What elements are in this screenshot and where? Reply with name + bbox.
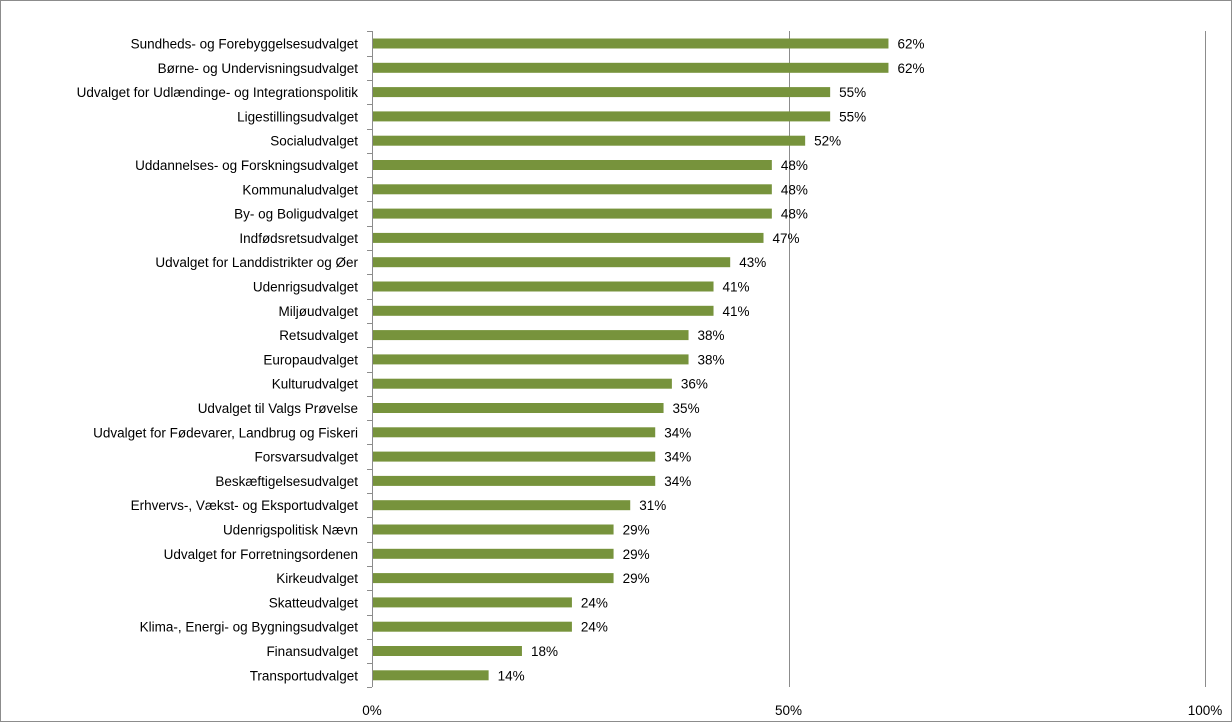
- bar: [372, 378, 672, 389]
- bar: [372, 160, 772, 170]
- data-label: 34%: [664, 450, 691, 465]
- bar: [372, 451, 656, 462]
- x-tick-label: 0%: [362, 703, 382, 718]
- category-label: Beskæftigelsesudvalget: [215, 474, 358, 489]
- data-label: 41%: [723, 280, 750, 295]
- data-label: 55%: [839, 109, 866, 124]
- bar: [372, 670, 489, 681]
- category-label: Udvalget for Forretningsordenen: [164, 547, 358, 562]
- bar: [372, 354, 689, 365]
- data-label: 24%: [581, 595, 608, 610]
- bars: [372, 38, 889, 681]
- bar: [372, 573, 614, 584]
- data-label: 18%: [531, 644, 558, 659]
- category-label: Indfødsretsudvalget: [239, 231, 358, 246]
- category-label: Europaudvalget: [263, 352, 358, 367]
- bar: [372, 62, 889, 73]
- data-label: 14%: [498, 668, 525, 683]
- bar: [372, 184, 772, 195]
- data-label: 62%: [897, 37, 924, 52]
- data-label: 29%: [623, 571, 650, 586]
- category-label: Erhvervs-, Vækst- og Eksportudvalget: [131, 498, 359, 513]
- category-label: Kulturudvalget: [272, 377, 359, 392]
- data-label: 41%: [723, 304, 750, 319]
- data-label: 34%: [664, 474, 691, 489]
- category-label: Ligestillingsudvalget: [237, 109, 358, 124]
- data-label: 48%: [781, 207, 808, 222]
- axes: [367, 31, 373, 688]
- data-label: 48%: [781, 158, 808, 173]
- bar: [372, 87, 831, 98]
- category-label: Miljøudvalget: [278, 304, 358, 319]
- category-label: Skatteudvalget: [269, 595, 359, 610]
- category-label: Udenrigsudvalget: [253, 280, 358, 295]
- category-label: Sundheds- og Forebyggelsesudvalget: [131, 37, 359, 52]
- data-label: 29%: [623, 547, 650, 562]
- data-label: 34%: [664, 425, 691, 440]
- category-label: Kirkeudvalget: [276, 571, 358, 586]
- data-label: 31%: [639, 498, 666, 513]
- data-label: 48%: [781, 182, 808, 197]
- category-label: Forsvarsudvalget: [254, 450, 358, 465]
- data-label: 29%: [623, 523, 650, 538]
- category-label: Udvalget for Landdistrikter og Øer: [155, 255, 358, 270]
- data-label: 43%: [739, 255, 766, 270]
- bar: [372, 208, 772, 219]
- labels: Sundheds- og Forebyggelsesudvalget 62% Bør…: [77, 37, 1223, 719]
- x-tick-label: 50%: [775, 703, 802, 718]
- category-label: Socialudvalget: [270, 134, 358, 149]
- x-tick-label: 100%: [1188, 703, 1223, 718]
- data-label: 35%: [673, 401, 700, 416]
- bar: [372, 403, 664, 413]
- category-label: Udvalget for Fødevarer, Landbrug og Fisk…: [93, 425, 358, 440]
- data-label: 38%: [698, 352, 725, 367]
- bar: [372, 305, 714, 316]
- bar: [372, 646, 522, 656]
- bar: [372, 524, 614, 535]
- bar: [372, 621, 572, 632]
- category-label: Transportudvalget: [250, 668, 359, 683]
- category-label: Kommunaludvalget: [242, 182, 358, 197]
- bar: [372, 500, 631, 511]
- bar: [372, 427, 656, 438]
- category-label: Udvalget til Valgs Prøvelse: [198, 401, 358, 416]
- category-label: By- og Boligudvalget: [234, 207, 358, 222]
- bar: [372, 475, 656, 486]
- category-label: Børne- og Undervisningsudvalget: [158, 61, 359, 76]
- data-label: 62%: [897, 61, 924, 76]
- bar: [372, 330, 689, 341]
- bar: [372, 281, 714, 292]
- category-label: Klima-, Energi- og Bygningsudvalget: [140, 620, 359, 635]
- bar: [372, 232, 764, 243]
- category-label: Retsudvalget: [279, 328, 358, 343]
- bar: [372, 111, 831, 122]
- data-label: 52%: [814, 134, 841, 149]
- data-label: 47%: [773, 231, 800, 246]
- category-label: Finansudvalget: [266, 644, 358, 659]
- category-label: Udvalget for Udlændinge- og Integrations…: [77, 85, 359, 100]
- bar: [372, 597, 572, 608]
- bar: [372, 257, 731, 268]
- data-label: 55%: [839, 85, 866, 100]
- category-label: Udenrigspolitisk Nævn: [223, 523, 358, 538]
- category-label: Uddannelses- og Forskningsudvalget: [135, 158, 358, 173]
- gridlines: [789, 31, 1206, 687]
- bar: [372, 38, 889, 49]
- bar: [372, 135, 806, 146]
- data-label: 24%: [581, 620, 608, 635]
- data-label: 38%: [698, 328, 725, 343]
- bar: [372, 548, 614, 559]
- data-label: 36%: [681, 377, 708, 392]
